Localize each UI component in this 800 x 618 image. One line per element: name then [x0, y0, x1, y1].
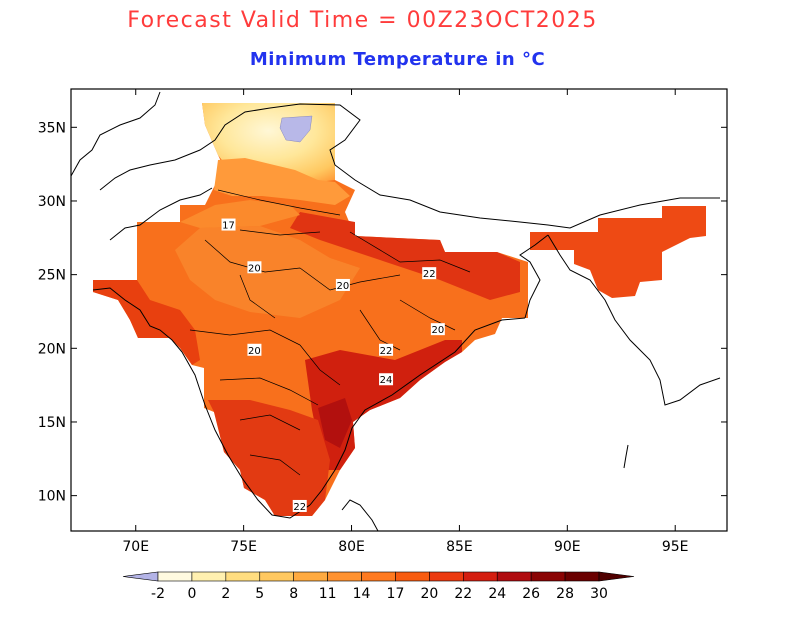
contour-label: 20 [247, 343, 262, 357]
colorbar-swatch [259, 571, 294, 582]
temp-fill-foothills [214, 158, 350, 205]
lon-label: 80E [338, 539, 365, 555]
lon-label: 75E [230, 539, 257, 555]
coastline-west [181, 351, 311, 519]
colorbar-tick-label: 28 [556, 586, 574, 602]
state-lines-south [189, 299, 456, 476]
contour-label: 20 [335, 278, 350, 292]
colorbar-swatch [327, 571, 362, 582]
lon-label: 95E [662, 539, 689, 555]
lat-label: 35N [38, 120, 66, 136]
international-boundary-pakistan [109, 187, 213, 241]
contour-label: 22 [422, 267, 437, 280]
andaman-islands [623, 444, 629, 469]
colorbar-tick-label: 0 [187, 586, 196, 602]
longitude-labels: 70E 75E 80E 85E 90E 95E [122, 539, 688, 555]
coastline-gujarat [92, 287, 183, 353]
contour-label: 22 [292, 499, 307, 513]
latitude-labels: 35N 30N 25N 20N 15N 10N [38, 120, 66, 504]
forecast-title: Forecast Valid Time = 00Z23OCT2025 [127, 8, 598, 33]
svg-text:22: 22 [293, 502, 306, 513]
lat-label: 15N [38, 415, 66, 431]
colorbar-tick-label: 17 [387, 586, 405, 602]
international-boundary-north [71, 91, 161, 177]
temp-fill-eastern-band [290, 212, 520, 300]
colorbar-tick-label: 14 [353, 586, 371, 602]
contour-label: 17 [221, 218, 236, 232]
svg-text:24: 24 [380, 375, 393, 386]
lat-label: 20N [38, 341, 66, 357]
map-subtitle: Minimum Temperature in °C [249, 49, 546, 70]
boundaries [71, 91, 721, 531]
svg-text:20: 20 [431, 325, 444, 336]
svg-text:22: 22 [380, 346, 393, 357]
colorbar-swatch [157, 571, 193, 582]
colorbar-min-arrow [122, 571, 159, 582]
colorbar-swatch [564, 571, 600, 582]
lon-label: 70E [122, 539, 149, 555]
svg-text:20: 20 [248, 346, 261, 357]
svg-text:22: 22 [423, 269, 436, 280]
colorbar-tick-label: 22 [454, 586, 472, 602]
lat-label: 10N [38, 489, 66, 505]
temp-fill-hotspot [318, 398, 352, 448]
colorbar-tick-label: 5 [255, 586, 264, 602]
colorbar-tick-label: -2 [151, 586, 165, 602]
contour-label: 20 [247, 261, 262, 274]
contour-label: 22 [379, 343, 394, 357]
temp-fill-north-plains [180, 200, 300, 228]
colorbar: -2 0 2 5 8 11 14 17 20 22 24 26 28 30 [122, 571, 635, 602]
colorbar-swatch [463, 571, 498, 582]
axis-ticks [71, 89, 727, 531]
colorbar-swatch [496, 571, 532, 582]
colorbar-swatch [225, 571, 261, 582]
temp-fill-northeast [530, 206, 706, 298]
colorbar-tick-label: 20 [420, 586, 438, 602]
colorbar-swatch [395, 571, 430, 582]
colorbar-max-arrow [598, 571, 635, 582]
coastline-east [309, 317, 526, 506]
svg-text:20: 20 [337, 281, 350, 292]
bangladesh-border [519, 234, 549, 319]
temp-fill-west-coast [93, 280, 200, 365]
lon-label: 90E [554, 539, 581, 555]
colorbar-tick-label: 2 [221, 586, 230, 602]
colorbar-tick-label: 8 [289, 586, 298, 602]
colorbar-tick-label: 11 [319, 586, 337, 602]
temp-fill-subzero [279, 115, 313, 143]
myanmar-border [547, 234, 721, 406]
contour-label: 20 [430, 323, 445, 336]
lon-label: 85E [446, 539, 473, 555]
colorbar-tick-label: 24 [488, 586, 506, 602]
contour-label: 24 [379, 373, 394, 386]
colorbar-swatch [191, 571, 227, 582]
colorbar-swatch [429, 571, 464, 582]
colorbar-swatch [361, 571, 396, 582]
temperature-field [93, 103, 706, 516]
colorbar-tick-label: 30 [590, 586, 608, 602]
lat-label: 25N [38, 268, 66, 284]
colorbar-tick-label: 26 [522, 586, 540, 602]
contour-labels: 17 20 22 20 20 20 22 24 22 [221, 218, 445, 513]
sri-lanka-outline [341, 499, 379, 531]
svg-text:20: 20 [248, 263, 261, 274]
colorbar-swatch [293, 571, 328, 582]
plot-frame [70, 88, 728, 532]
international-boundary-west [99, 103, 720, 229]
colorbar-swatch [530, 571, 566, 582]
svg-text:17: 17 [222, 221, 235, 232]
lat-label: 30N [38, 194, 66, 210]
